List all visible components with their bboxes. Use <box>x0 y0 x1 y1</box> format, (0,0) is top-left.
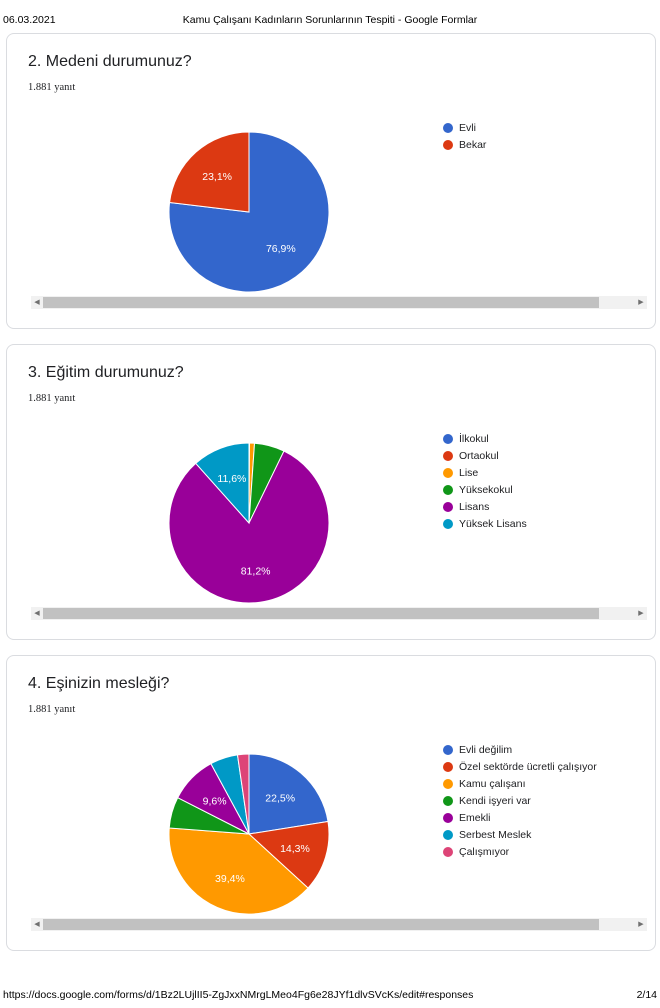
print-footer: https://docs.google.com/forms/d/1Bz2LUjl… <box>3 989 657 1003</box>
legend-swatch <box>443 744 453 755</box>
legend-label: Özel sektörde ücretli çalışıyor <box>459 760 597 773</box>
pie-slice-lisans <box>168 450 330 604</box>
slice-label: 9,6% <box>203 795 227 807</box>
legend-item-kendi-isyeri-var: Kendi işyeri var <box>443 792 597 809</box>
horizontal-scrollbar[interactable]: ◀ ▶ <box>31 296 647 309</box>
legend-label: Evli <box>459 121 476 134</box>
legend-label: Serbest Meslek <box>459 828 532 841</box>
response-count: 1.881 yanıt <box>28 82 76 93</box>
pie-slice-yuksek-lisans <box>195 442 250 525</box>
legend-item-serbest-meslek: Serbest Meslek <box>443 826 597 843</box>
page-url: https://docs.google.com/forms/d/1Bz2LUjl… <box>3 989 474 1001</box>
legend-item-calismiyor: Çalışmıyor <box>443 843 597 860</box>
legend-swatch <box>443 467 453 478</box>
scroll-left-icon[interactable]: ◀ <box>34 921 40 928</box>
legend-label: Evli değilim <box>459 743 513 756</box>
legend-swatch <box>443 484 453 495</box>
scroll-right-icon[interactable]: ▶ <box>638 299 644 306</box>
slice-label: 11,6% <box>217 473 246 485</box>
legend-item-evli-degilim: Evli değilim <box>443 741 597 758</box>
slice-label: 23,1% <box>202 171 232 183</box>
slice-label: 22,5% <box>265 793 295 805</box>
pie-slice-evli-degilim <box>248 753 329 835</box>
legend-swatch <box>443 122 453 133</box>
pie-slice-calismiyor <box>236 753 250 835</box>
chart-legend: Evli değilim Özel sektörde ücretli çalışı… <box>443 741 597 860</box>
scrollbar-thumb[interactable] <box>43 297 599 308</box>
scroll-right-icon[interactable]: ▶ <box>638 921 644 928</box>
legend-label: Emekli <box>459 811 491 824</box>
legend-label: Yüksekokul <box>459 483 513 496</box>
legend-swatch <box>443 433 453 444</box>
slice-label: 14,3% <box>280 843 310 855</box>
slice-label: 39,4% <box>215 873 245 885</box>
pie-chart: 22,5% 14,3% 39,4% 9,6% <box>168 753 330 915</box>
print-header: 06.03.2021 Kamu Çalışanı Kadınların Soru… <box>3 14 657 28</box>
scrollbar-thumb[interactable] <box>43 919 599 930</box>
legend-swatch <box>443 450 453 461</box>
legend-label: Lisans <box>459 500 490 513</box>
legend-swatch <box>443 795 453 806</box>
legend-label: İlkokul <box>459 432 489 445</box>
question-card-es-meslegi: 4. Eşinizin mesleği? 1.881 yanıt 22,5% 14… <box>6 655 656 951</box>
legend-item-ortaokul: Ortaokul <box>443 447 527 464</box>
question-card-medeni: 2. Medeni durumunuz? 1.881 yanıt 76,9% 23… <box>6 33 656 329</box>
legend-label: Yüksek Lisans <box>459 517 527 530</box>
document-title: Kamu Çalışanı Kadınların Sorunlarının Te… <box>182 14 478 26</box>
pie-slice-bekar <box>169 131 250 213</box>
pie-chart: 81,2% 11,6% <box>168 442 330 604</box>
legend-item-ozel-sektorde-ucretli-calisiyor: Özel sektörde ücretli çalışıyor <box>443 758 597 775</box>
pie-chart: 76,9% 23,1% <box>168 131 330 293</box>
legend-item-bekar: Bekar <box>443 136 486 153</box>
scroll-right-icon[interactable]: ▶ <box>638 610 644 617</box>
pie-slice-ozel-sektorde-ucretli-calisiyor <box>247 820 330 889</box>
print-date: 06.03.2021 <box>3 14 56 26</box>
legend-label: Kamu çalışanı <box>459 777 526 790</box>
horizontal-scrollbar[interactable]: ◀ ▶ <box>31 607 647 620</box>
horizontal-scrollbar[interactable]: ◀ ▶ <box>31 918 647 931</box>
legend-swatch <box>443 761 453 772</box>
legend-label: Ortaokul <box>459 449 499 462</box>
legend-swatch <box>443 778 453 789</box>
legend-item-yuksekokul: Yüksekokul <box>443 481 527 498</box>
legend-label: Çalışmıyor <box>459 845 510 858</box>
page-number: 2/14 <box>636 989 657 1001</box>
legend-swatch <box>443 139 453 150</box>
legend-item-yuksek-lisans: Yüksek Lisans <box>443 515 527 532</box>
legend-swatch <box>443 501 453 512</box>
response-count: 1.881 yanıt <box>28 393 76 404</box>
legend-swatch <box>443 846 453 857</box>
question-title: 4. Eşinizin mesleği? <box>28 675 170 692</box>
legend-item-emekli: Emekli <box>443 809 597 826</box>
question-title: 2. Medeni durumunuz? <box>28 53 192 70</box>
legend-swatch <box>443 812 453 823</box>
question-card-egitim: 3. Eğitim durumunuz? 1.881 yanıt 81,2% 11… <box>6 344 656 640</box>
slice-label: 81,2% <box>241 566 271 578</box>
pie-slice-kamu-calisani <box>168 827 309 915</box>
legend-item-lisans: Lisans <box>443 498 527 515</box>
legend-item-ilkokul: İlkokul <box>443 430 527 447</box>
scrollbar-thumb[interactable] <box>43 608 599 619</box>
legend-item-evli: Evli <box>443 119 486 136</box>
legend-item-lise: Lise <box>443 464 527 481</box>
legend-label: Lise <box>459 466 479 479</box>
question-title: 3. Eğitim durumunuz? <box>28 364 184 381</box>
legend-label: Kendi işyeri var <box>459 794 531 807</box>
chart-legend: Evli Bekar <box>443 119 486 153</box>
scroll-left-icon[interactable]: ◀ <box>34 299 40 306</box>
scroll-left-icon[interactable]: ◀ <box>34 610 40 617</box>
slice-label: 76,9% <box>266 243 296 255</box>
legend-swatch <box>443 829 453 840</box>
legend-swatch <box>443 518 453 529</box>
legend-label: Bekar <box>459 138 487 151</box>
legend-item-kamu-calisani: Kamu çalışanı <box>443 775 597 792</box>
response-count: 1.881 yanıt <box>28 704 76 715</box>
chart-legend: İlkokul Ortaokul Lise Yüksekokul Lisans Yükse… <box>443 430 527 532</box>
